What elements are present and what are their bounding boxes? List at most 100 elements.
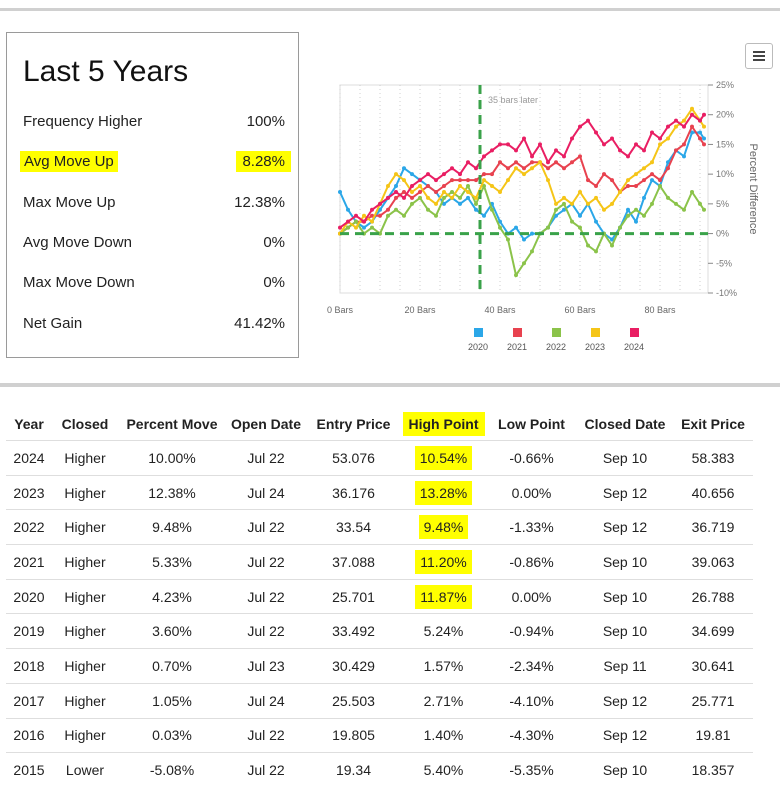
summary-label: Max Move Down <box>23 274 135 291</box>
data-point-2022 <box>666 195 670 200</box>
table-row: 2021 Higher 5.33% Jul 22 37.088 11.20% -0.86% S… <box>6 544 753 580</box>
col-header-high-point[interactable]: High Point <box>401 408 486 441</box>
y-tick-label: 5% <box>716 199 729 209</box>
data-point-2021 <box>466 178 470 183</box>
data-point-2021 <box>402 189 406 194</box>
data-point-2024 <box>378 201 382 206</box>
data-point-2024 <box>394 189 398 194</box>
cell-closed-date: Sep 11 <box>577 648 673 684</box>
summary-value: 8.28% <box>236 151 291 172</box>
col-header-percent-move[interactable]: Percent Move <box>126 416 218 432</box>
data-point-2021 <box>666 166 670 171</box>
data-point-2020 <box>690 130 694 135</box>
data-point-2022 <box>354 219 358 224</box>
data-point-2024 <box>474 166 478 171</box>
data-point-2023 <box>450 195 454 200</box>
chart-menu-button[interactable] <box>745 43 773 69</box>
y-tick-label: 10% <box>716 169 734 179</box>
col-header-closed-date[interactable]: Closed Date <box>584 416 666 432</box>
cell-exit-price: 36.719 <box>673 509 753 545</box>
data-point-2024 <box>642 148 646 153</box>
data-point-2022 <box>626 213 630 218</box>
highlighted-value: 11.87% <box>415 584 472 609</box>
cell-percent-move: 4.23% <box>118 578 226 614</box>
cell-high-point: 11.20% <box>401 544 486 580</box>
legend-label-2023: 2023 <box>585 342 605 352</box>
data-point-2021 <box>634 184 638 189</box>
data-point-2024 <box>586 118 590 123</box>
cell-open-date: Jul 23 <box>226 648 306 684</box>
data-point-2020 <box>362 225 366 230</box>
data-point-2020 <box>514 225 518 230</box>
data-point-2022 <box>386 213 390 218</box>
cell-year: 2015 <box>6 752 52 787</box>
legend-label-2024: 2024 <box>624 342 644 352</box>
cell-closed-date: Sep 12 <box>577 509 673 545</box>
cell-open-date: Jul 22 <box>226 717 306 753</box>
data-point-2023 <box>522 172 526 177</box>
col-header-entry-price[interactable]: Entry Price <box>316 416 391 432</box>
cell-year: 2024 <box>6 440 52 476</box>
cell-exit-price: 30.641 <box>673 648 753 684</box>
cell-year: 2023 <box>6 474 52 510</box>
cell-closed: Higher <box>52 474 118 510</box>
cell-low-point: -4.10% <box>486 682 577 718</box>
data-point-2022 <box>618 225 622 230</box>
data-point-2024 <box>466 160 470 165</box>
data-point-2020 <box>634 219 638 224</box>
data-point-2024 <box>506 142 510 147</box>
cell-percent-move: -5.08% <box>118 752 226 787</box>
data-point-2020 <box>626 207 630 212</box>
data-point-2021 <box>626 184 630 189</box>
cell-low-point: -4.30% <box>486 717 577 753</box>
data-point-2023 <box>578 189 582 194</box>
data-point-2020 <box>458 201 462 206</box>
col-header-low-point[interactable]: Low Point <box>498 416 565 432</box>
data-point-2024 <box>578 124 582 129</box>
cell-open-date: Jul 22 <box>226 509 306 545</box>
data-point-2023 <box>690 106 694 111</box>
y-axis-title: Percent Difference <box>747 144 759 235</box>
data-point-2023 <box>458 184 462 189</box>
cell-exit-price: 40.656 <box>673 474 753 510</box>
cell-closed: Higher <box>52 509 118 545</box>
legend-swatch-2023 <box>591 328 600 337</box>
data-point-2020 <box>578 213 582 218</box>
cell-closed: Higher <box>52 613 118 649</box>
cell-low-point: -2.34% <box>486 648 577 684</box>
data-point-2021 <box>642 178 646 183</box>
data-point-2023 <box>602 207 606 212</box>
table-body: 2024 Higher 10.00% Jul 22 53.076 10.54% -0.66%… <box>6 440 753 787</box>
cell-closed: Higher <box>52 717 118 753</box>
data-point-2023 <box>530 166 534 171</box>
col-header-exit-price[interactable]: Exit Price <box>681 416 745 432</box>
data-point-2024 <box>546 160 550 165</box>
seasonal-line-chart: 25% 20% 15% 10% 5% 0% -5% -10% 0 Bars 20 Bars 40 B… <box>327 80 759 352</box>
summary-value: 0% <box>263 274 285 291</box>
data-point-2021 <box>682 142 686 147</box>
data-point-2023 <box>426 195 430 200</box>
data-point-2024 <box>610 136 614 141</box>
data-point-2021 <box>658 178 662 183</box>
data-point-2021 <box>594 184 598 189</box>
data-point-2021 <box>602 172 606 177</box>
data-point-2021 <box>690 124 694 129</box>
cell-year: 2019 <box>6 613 52 649</box>
data-point-2022 <box>570 219 574 224</box>
col-header-year[interactable]: Year <box>14 416 44 432</box>
data-point-2020 <box>410 172 414 177</box>
cell-high-point: 9.48% <box>401 509 486 545</box>
data-point-2022 <box>482 184 486 189</box>
data-point-2022 <box>466 184 470 189</box>
y-tick-label: 0% <box>716 229 729 239</box>
data-point-2022 <box>658 184 662 189</box>
data-point-2020 <box>530 231 534 236</box>
data-point-2021 <box>434 189 438 194</box>
cell-closed-date: Sep 12 <box>577 474 673 510</box>
cell-percent-move: 0.70% <box>118 648 226 684</box>
data-point-2023 <box>610 201 614 206</box>
marker-annotation: 35 bars later <box>488 95 538 105</box>
col-header-open-date[interactable]: Open Date <box>230 416 301 432</box>
legend-swatch-2024 <box>630 328 639 337</box>
col-header-closed[interactable]: Closed <box>61 416 109 432</box>
